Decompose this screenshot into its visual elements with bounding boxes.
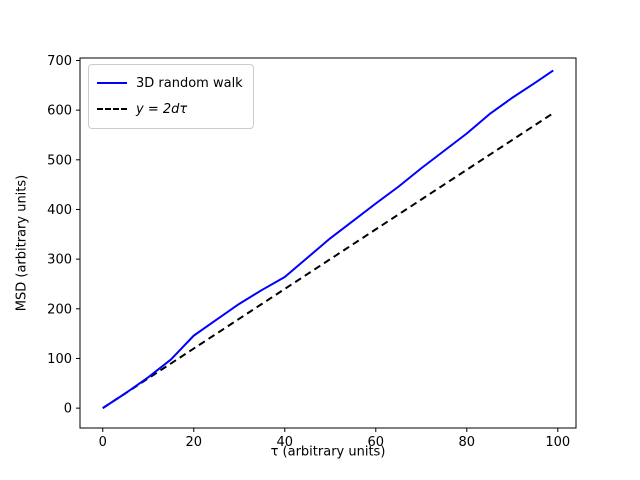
y-tick-label: 0 [64,402,72,417]
x-tick-label: 0 [99,435,107,450]
theory-line-sample-icon [97,108,127,110]
y-tick-label: 500 [47,153,72,168]
x-tick-label: 20 [185,435,202,450]
legend-item-theory: y = 2dτ [97,96,243,122]
y-tick-label: 700 [47,54,72,69]
series-line-walk [102,69,554,409]
y-tick-label: 200 [47,302,72,317]
legend-label-theory: y = 2dτ [136,101,188,117]
axes-box [79,57,577,429]
walk-line-sample-icon [97,82,127,84]
y-tick-label: 100 [47,352,72,367]
legend-item-walk: 3D random walk [97,70,243,96]
y-axis-label: MSD (arbitrary units) [14,174,30,312]
legend-label-walk: 3D random walk [136,75,243,91]
y-tick-label: 600 [47,104,72,119]
legend: 3D random walk y = 2dτ [88,64,254,129]
y-tick-label: 300 [47,253,72,268]
x-tick-label: 60 [368,435,385,450]
x-tick-label: 100 [545,435,570,450]
y-tick-label: 400 [47,203,72,218]
series-line-theory [102,112,554,409]
x-tick-label: 40 [276,435,293,450]
x-axis-label: τ (arbitrary units) [270,444,386,460]
x-tick-label: 80 [459,435,476,450]
